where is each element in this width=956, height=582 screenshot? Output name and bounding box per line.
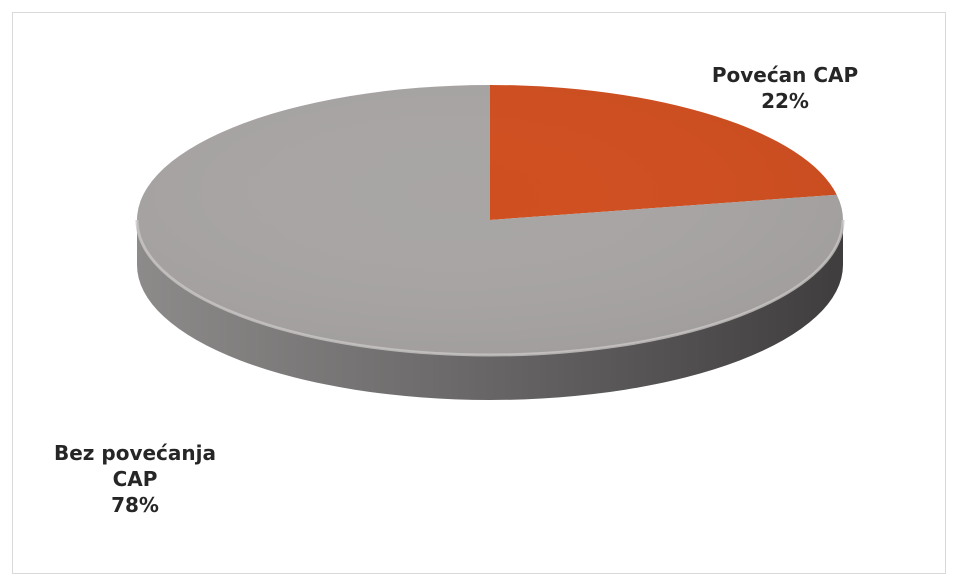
slice-label-line: Povećan CAP [711,63,859,87]
slice-label-line: Bez povećanja [53,441,216,465]
pie-side-wall [137,220,843,400]
slice-value-label: 78% [111,493,159,517]
slice-label-line: CAP [112,467,158,491]
slice-label-bez-povecanja-cap: Bez povećanja CAP 78% [30,440,240,518]
slice-label-povecan-cap: Povećan CAP 22% [650,62,920,114]
pie-group [135,85,845,400]
pie-top-shade [137,85,843,355]
slice-value-label: 22% [761,89,809,113]
pie-rim-highlight [135,219,845,357]
